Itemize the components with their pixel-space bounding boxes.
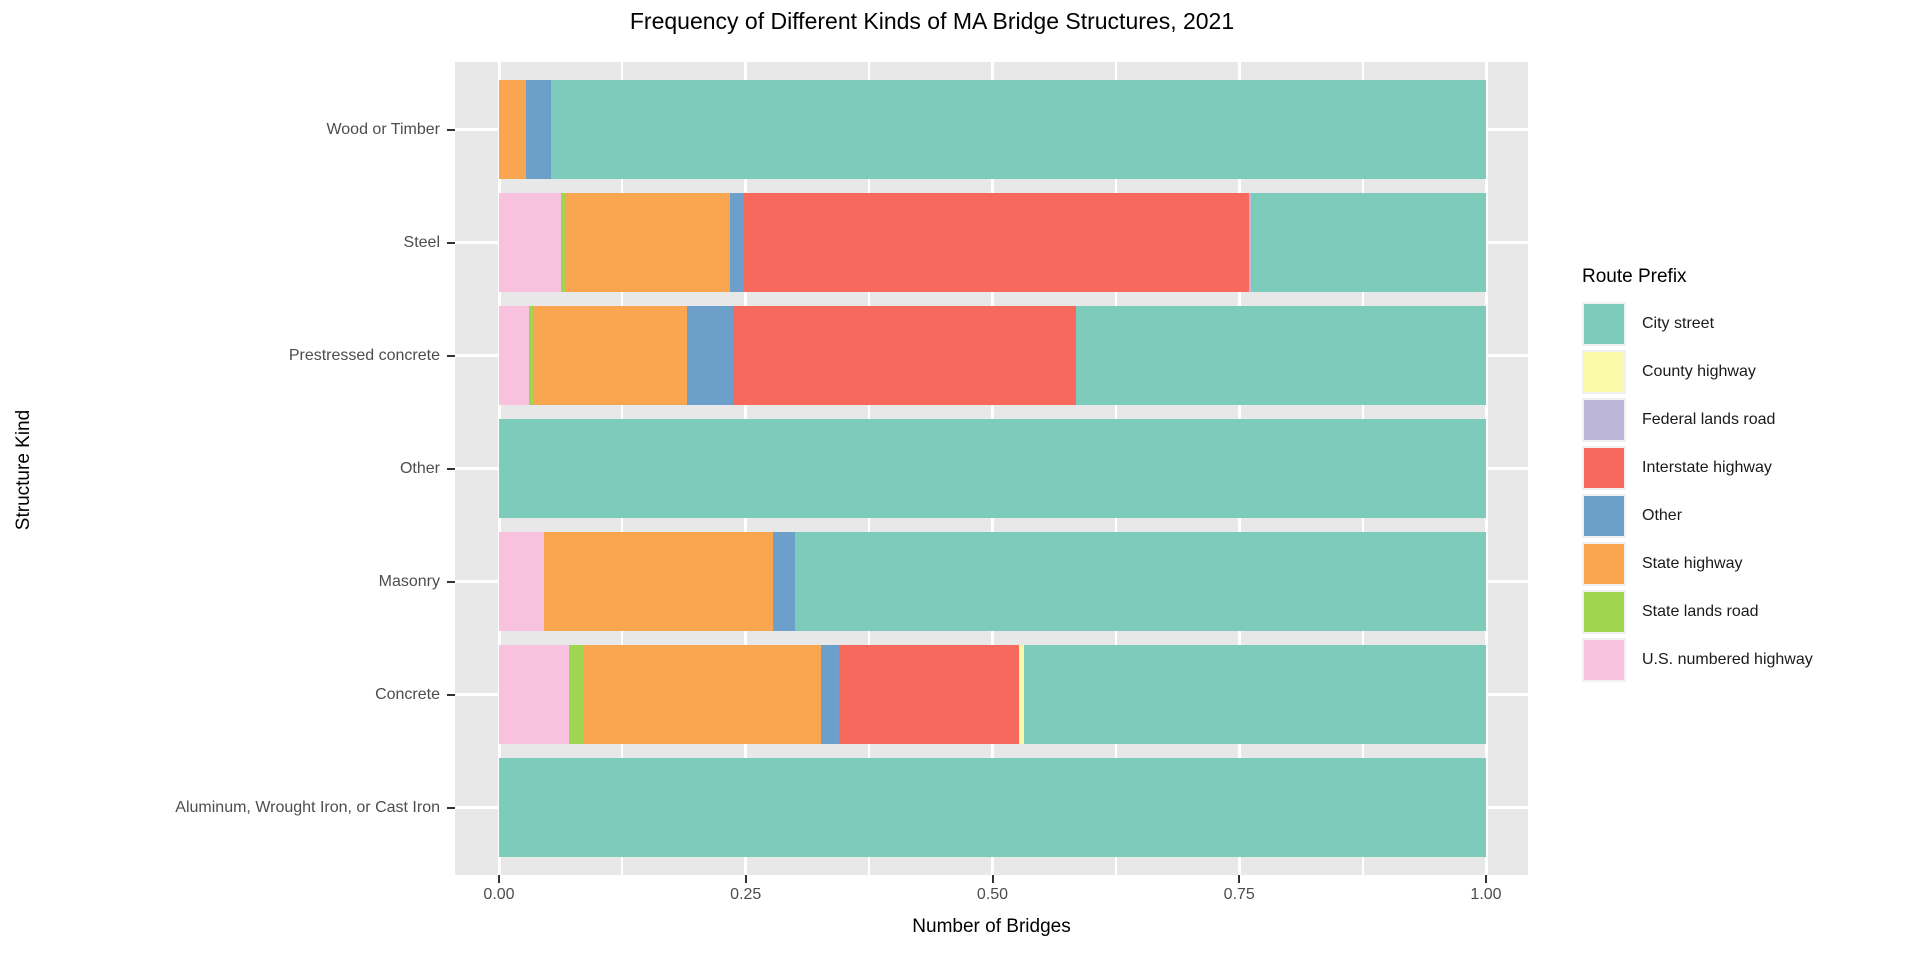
legend-swatch (1582, 398, 1626, 442)
bar-row-concrete (499, 645, 1486, 744)
bar-segment-state-lands-road (528, 306, 533, 405)
bar-segment-other (729, 193, 744, 292)
x-tick-label: 0.00 (483, 886, 515, 903)
y-tick-mark (447, 354, 455, 357)
bar-segment-county-highway (1019, 645, 1025, 744)
x-tick-label: 0.25 (730, 886, 762, 903)
legend-swatch (1582, 590, 1626, 634)
bar-segment-other (525, 80, 552, 179)
bar-segment-federal-lands-road (1249, 193, 1252, 292)
bar-segment-city-street (1251, 193, 1486, 292)
legend-label: State highway (1642, 555, 1743, 572)
bar-segment-interstate-highway (743, 193, 1250, 292)
bar-segment-u-s-numbered-highway (499, 532, 545, 631)
bar-segment-city-street (795, 532, 1486, 631)
y-axis-label: Aluminum, Wrought Iron, or Cast Iron (175, 798, 440, 816)
bar-segment-state-highway (532, 306, 687, 405)
legend-label: County highway (1642, 363, 1756, 380)
legend-swatch (1582, 350, 1626, 394)
y-tick-mark (447, 467, 455, 470)
bar-row-prestressed-concrete (499, 306, 1486, 405)
bar-segment-state-highway (583, 645, 821, 744)
bar-segment-interstate-highway (839, 645, 1020, 744)
bar-segment-other (773, 532, 796, 631)
bar-segment-u-s-numbered-highway (499, 193, 562, 292)
y-tick-mark (447, 580, 455, 583)
bar-segment-state-highway (544, 532, 774, 631)
bar-row-wood-or-timber (499, 80, 1486, 179)
legend-swatch (1582, 446, 1626, 490)
y-axis-label: Concrete (375, 685, 440, 703)
legend-item-other: Other (1582, 494, 1813, 538)
legend-item-federal-lands-road: Federal lands road (1582, 398, 1813, 442)
bar-segment-u-s-numbered-highway (499, 645, 570, 744)
bar-segment-state-highway (565, 193, 730, 292)
legend-label: City street (1642, 315, 1715, 332)
chart-title: Frequency of Different Kinds of MA Bridg… (629, 8, 1235, 34)
y-tick-mark (447, 241, 455, 244)
legend-label: Interstate highway (1642, 459, 1772, 476)
bar-segment-city-street (1076, 306, 1486, 405)
bar-segment-city-street (499, 419, 1486, 518)
bar-segment-state-highway (499, 80, 526, 179)
bar-segment-u-s-numbered-highway (499, 306, 529, 405)
x-tick-label: 0.50 (976, 886, 1009, 903)
bar-segment-other (686, 306, 733, 405)
legend-items: City street County highway Federal lands r… (1582, 302, 1813, 682)
legend-item-state-lands-road: State lands road (1582, 590, 1813, 634)
bar-row-aluminum-wrought-iron-or-cast-iron (499, 758, 1486, 857)
plot-panel (455, 62, 1528, 875)
x-tick-label: 0.75 (1223, 886, 1255, 903)
legend-label: Federal lands road (1642, 411, 1776, 428)
y-axis-label: Steel (403, 233, 440, 251)
y-axis-label: Masonry (378, 572, 440, 590)
bar-segment-city-street (499, 758, 1486, 857)
x-tick-mark (1238, 875, 1241, 883)
bar-row-other (499, 419, 1486, 518)
y-axis-title: Structure Kind (13, 409, 34, 531)
legend-swatch (1582, 302, 1626, 346)
legend-swatch (1582, 494, 1626, 538)
x-tick-mark (744, 875, 747, 883)
legend-label: U.S. numbered highway (1642, 651, 1813, 668)
bar-segment-interstate-highway (732, 306, 1077, 405)
y-axis-label: Wood or Timber (326, 120, 440, 138)
legend: Route Prefix City street County highway Fe… (1582, 266, 1813, 686)
x-tick-mark (991, 875, 994, 883)
legend-swatch (1582, 638, 1626, 682)
x-tick-label: 1.00 (1470, 886, 1502, 903)
legend-item-u-s-numbered-highway: U.S. numbered highway (1582, 638, 1813, 682)
legend-label: State lands road (1642, 603, 1759, 620)
y-axis-label: Other (399, 459, 440, 477)
legend-title: Route Prefix (1582, 266, 1687, 287)
x-tick-mark (1485, 875, 1487, 883)
y-axis-label: Prestressed concrete (288, 346, 440, 364)
bar-row-steel (499, 193, 1486, 292)
x-axis-title: Number of Bridges (912, 916, 1071, 937)
legend-item-state-highway: State highway (1582, 542, 1813, 586)
bar-segment-city-street (551, 80, 1486, 179)
bar-segment-other (820, 645, 840, 744)
legend-item-city-street: City street (1582, 302, 1813, 346)
bar-segment-state-lands-road (569, 645, 584, 744)
bar-segment-city-street (1024, 645, 1486, 744)
legend-item-county-highway: County highway (1582, 350, 1813, 394)
bar-segment-state-lands-road (561, 193, 566, 292)
y-tick-mark (447, 128, 455, 131)
y-tick-mark (447, 693, 455, 696)
x-tick-mark (498, 875, 500, 883)
legend-label: Other (1642, 507, 1683, 524)
bar-row-masonry (499, 532, 1486, 631)
legend-swatch (1582, 542, 1626, 586)
legend-item-interstate-highway: Interstate highway (1582, 446, 1813, 490)
y-tick-mark (447, 806, 455, 809)
